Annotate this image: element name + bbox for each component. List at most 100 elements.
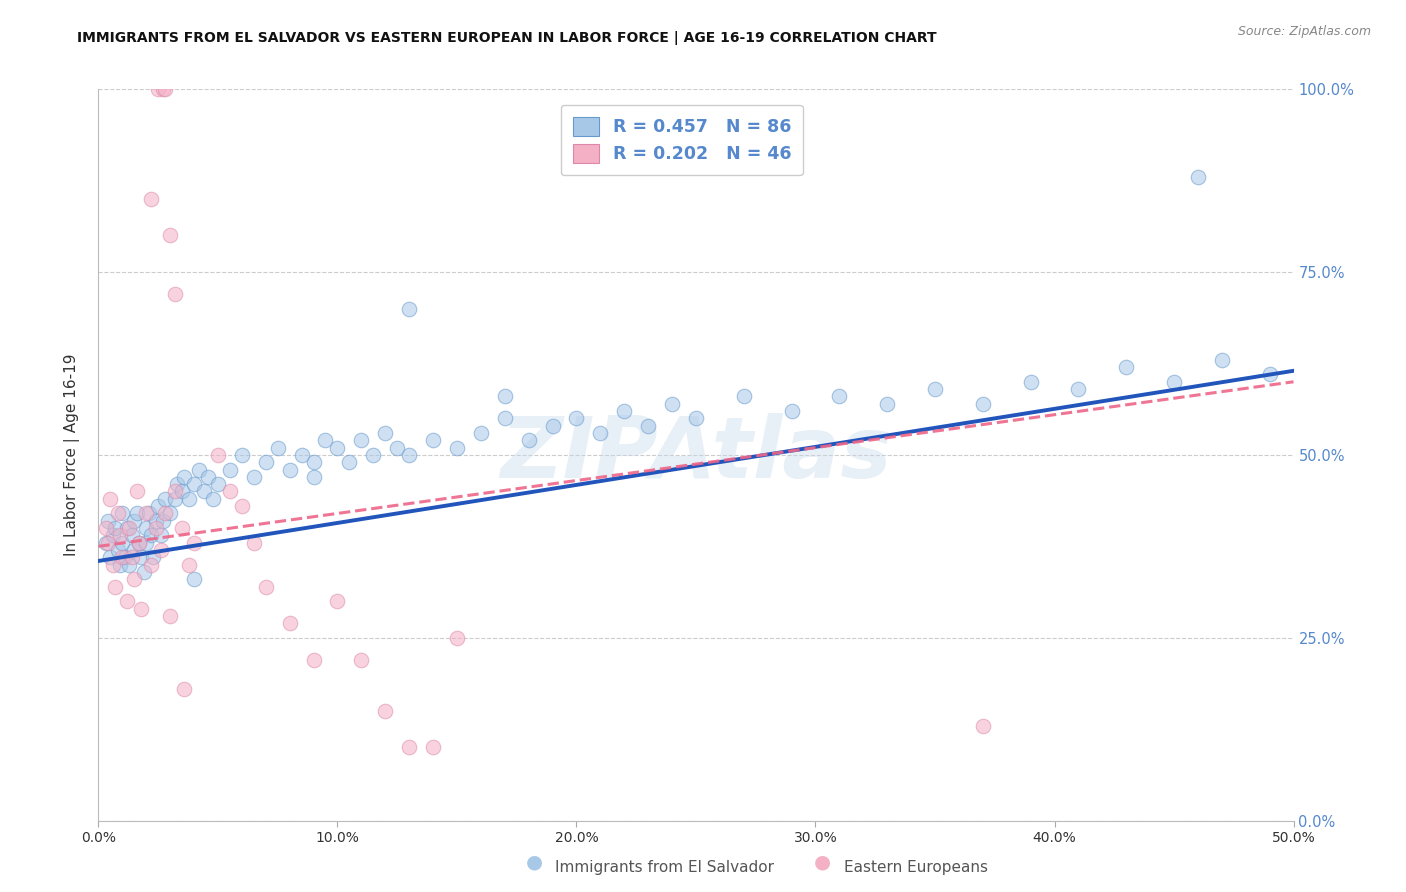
Point (148, 499, 170, 513)
Point (231, 448, 253, 462)
Point (183, 477, 205, 491)
Point (163, 484, 186, 499)
Point (302, 470, 325, 484)
Point (155, 507, 177, 521)
Point (101, 558, 124, 572)
Text: ZIPAtlas: ZIPAtlas (501, 413, 891, 497)
Point (924, 382, 946, 396)
Point (139, 192, 162, 206)
Point (98, 491, 122, 506)
Point (972, 397, 994, 411)
Point (197, 470, 219, 484)
Point (1163, 375, 1185, 389)
Point (149, 528, 172, 542)
Point (124, 514, 146, 528)
Point (780, 404, 803, 418)
Point (1115, 360, 1137, 375)
Point (172, 484, 194, 499)
Point (166, 477, 188, 491)
Point (187, 462, 209, 476)
Point (149, 543, 172, 558)
Point (124, 543, 146, 558)
Point (111, 550, 134, 565)
Point (517, 434, 540, 448)
Text: Source: ZipAtlas.com: Source: ZipAtlas.com (1237, 25, 1371, 38)
Point (163, 491, 186, 506)
Point (139, 528, 162, 542)
Point (121, 528, 143, 542)
Point (135, 521, 157, 535)
Point (422, 434, 444, 448)
Point (972, 718, 994, 732)
Point (446, 631, 468, 645)
Point (302, 455, 325, 469)
Point (1067, 382, 1090, 396)
Point (374, 704, 396, 718)
Point (115, 521, 138, 535)
Point (494, 411, 516, 425)
Point (108, 558, 131, 572)
Point (385, 441, 409, 455)
Point (155, 491, 177, 506)
Point (135, 535, 157, 549)
Text: IMMIGRANTS FROM EL SALVADOR VS EASTERN EUROPEAN IN LABOR FORCE | AGE 16-19 CORRE: IMMIGRANTS FROM EL SALVADOR VS EASTERN E… (77, 31, 936, 45)
Text: Immigrants from El Salvador: Immigrants from El Salvador (555, 860, 775, 874)
Point (254, 455, 277, 469)
Point (565, 411, 588, 425)
Point (108, 528, 131, 542)
Point (219, 462, 242, 476)
Point (291, 448, 314, 462)
Point (111, 535, 134, 549)
Point (94, 521, 117, 535)
Point (202, 491, 225, 506)
Point (231, 499, 253, 513)
Point (138, 507, 160, 521)
Text: ●: ● (526, 852, 543, 871)
Point (159, 228, 181, 243)
Point (219, 484, 242, 499)
Point (125, 484, 148, 499)
Point (152, 514, 174, 528)
Point (267, 441, 290, 455)
Point (398, 448, 420, 462)
Point (173, 470, 195, 484)
Point (152, 82, 174, 96)
Point (104, 580, 127, 594)
Text: ●: ● (814, 852, 831, 871)
Point (494, 389, 516, 403)
Point (107, 507, 129, 521)
Point (398, 301, 420, 316)
Point (828, 389, 851, 403)
Point (125, 507, 148, 521)
Point (315, 434, 337, 448)
Point (363, 448, 385, 462)
Point (685, 411, 707, 425)
Point (350, 434, 373, 448)
Point (155, 82, 177, 96)
Point (135, 507, 157, 521)
Point (114, 550, 136, 565)
Point (104, 521, 127, 535)
Point (101, 528, 124, 542)
Point (145, 514, 167, 528)
Point (733, 389, 755, 403)
Point (637, 418, 659, 433)
Point (94, 535, 117, 549)
Point (97, 514, 120, 528)
Point (128, 535, 150, 549)
Point (131, 550, 153, 565)
Point (207, 448, 229, 462)
Text: Eastern Europeans: Eastern Europeans (844, 860, 987, 874)
Point (159, 507, 181, 521)
Point (98, 550, 122, 565)
Point (179, 558, 201, 572)
Point (422, 740, 444, 755)
Point (173, 681, 195, 696)
Point (179, 491, 201, 506)
Point (589, 425, 612, 440)
Point (193, 484, 215, 499)
Point (613, 404, 636, 418)
Point (374, 425, 396, 440)
Point (172, 521, 194, 535)
Point (124, 572, 146, 586)
